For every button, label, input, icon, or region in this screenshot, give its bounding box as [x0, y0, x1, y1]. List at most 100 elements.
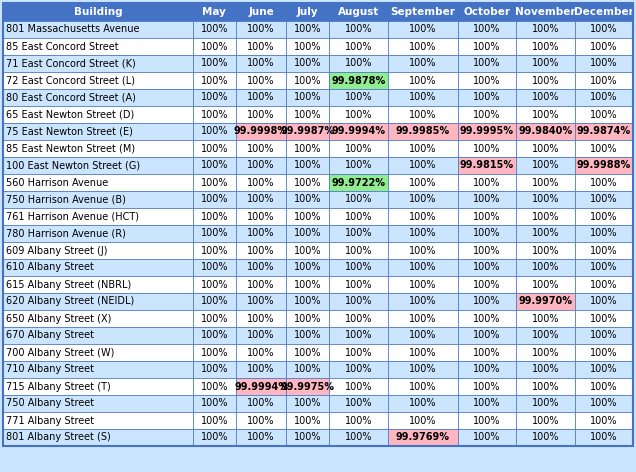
- Bar: [458, 72, 516, 89]
- Bar: [516, 412, 574, 429]
- Text: 100%: 100%: [294, 160, 322, 170]
- Bar: [286, 3, 329, 21]
- Bar: [458, 38, 516, 55]
- Bar: [329, 157, 387, 174]
- Bar: [387, 21, 458, 38]
- Text: 99.9769%: 99.9769%: [396, 432, 450, 443]
- Bar: [236, 395, 286, 412]
- Text: 100%: 100%: [200, 347, 228, 357]
- Bar: [387, 208, 458, 225]
- Text: 100%: 100%: [345, 143, 372, 153]
- Text: 100%: 100%: [532, 432, 559, 443]
- Bar: [387, 3, 458, 21]
- Bar: [236, 38, 286, 55]
- Bar: [329, 174, 387, 191]
- Text: 99.9975%: 99.9975%: [280, 381, 335, 391]
- Bar: [329, 378, 387, 395]
- Text: 100%: 100%: [590, 364, 618, 374]
- Bar: [387, 191, 458, 208]
- Text: 609 Albany Street (J): 609 Albany Street (J): [6, 245, 107, 255]
- Bar: [516, 3, 574, 21]
- Text: 100%: 100%: [247, 143, 275, 153]
- Bar: [574, 208, 633, 225]
- Bar: [286, 361, 329, 378]
- Bar: [286, 276, 329, 293]
- Bar: [516, 327, 574, 344]
- Text: 771 Albany Street: 771 Albany Street: [6, 415, 94, 425]
- Text: 75 East Newton Street (E): 75 East Newton Street (E): [6, 126, 133, 136]
- Text: 100%: 100%: [590, 76, 618, 85]
- Text: 100%: 100%: [247, 42, 275, 51]
- Bar: [286, 38, 329, 55]
- Text: 100%: 100%: [409, 245, 436, 255]
- Bar: [458, 191, 516, 208]
- Bar: [236, 344, 286, 361]
- Text: 99.9994%: 99.9994%: [234, 381, 288, 391]
- Bar: [286, 242, 329, 259]
- Text: 100%: 100%: [590, 262, 618, 272]
- Bar: [387, 140, 458, 157]
- Bar: [3, 395, 193, 412]
- Bar: [236, 310, 286, 327]
- Text: 100%: 100%: [532, 160, 559, 170]
- Bar: [329, 276, 387, 293]
- Bar: [574, 174, 633, 191]
- Bar: [387, 378, 458, 395]
- Text: 99.9815%: 99.9815%: [460, 160, 514, 170]
- Bar: [516, 123, 574, 140]
- Bar: [236, 276, 286, 293]
- Text: 100%: 100%: [532, 110, 559, 119]
- Bar: [3, 225, 193, 242]
- Text: 100%: 100%: [294, 228, 322, 238]
- Bar: [574, 157, 633, 174]
- Text: 99.9994%: 99.9994%: [331, 126, 385, 136]
- Text: 100%: 100%: [532, 398, 559, 408]
- Bar: [458, 174, 516, 191]
- Text: 560 Harrison Avenue: 560 Harrison Avenue: [6, 177, 108, 187]
- Bar: [574, 191, 633, 208]
- Bar: [574, 395, 633, 412]
- Text: 100%: 100%: [409, 330, 436, 340]
- Bar: [574, 242, 633, 259]
- Bar: [458, 276, 516, 293]
- Text: 100%: 100%: [345, 211, 372, 221]
- Text: 100%: 100%: [473, 93, 501, 102]
- Bar: [329, 327, 387, 344]
- Text: 100%: 100%: [294, 262, 322, 272]
- Text: 100%: 100%: [590, 279, 618, 289]
- Bar: [3, 327, 193, 344]
- Text: 100%: 100%: [473, 194, 501, 204]
- Bar: [286, 344, 329, 361]
- Bar: [236, 225, 286, 242]
- Text: 100%: 100%: [200, 245, 228, 255]
- Text: 100%: 100%: [590, 25, 618, 34]
- Text: 100%: 100%: [409, 398, 436, 408]
- Text: 700 Albany Street (W): 700 Albany Street (W): [6, 347, 114, 357]
- Text: 100%: 100%: [590, 313, 618, 323]
- Bar: [387, 344, 458, 361]
- Text: 100%: 100%: [294, 347, 322, 357]
- Text: 100%: 100%: [473, 364, 501, 374]
- Text: 100%: 100%: [473, 432, 501, 443]
- Text: 100%: 100%: [294, 93, 322, 102]
- Text: 85 East Concord Street: 85 East Concord Street: [6, 42, 118, 51]
- Text: 100%: 100%: [532, 93, 559, 102]
- Text: 100%: 100%: [473, 211, 501, 221]
- Text: 99.9987%: 99.9987%: [280, 126, 335, 136]
- Bar: [387, 429, 458, 446]
- Text: 99.9985%: 99.9985%: [396, 126, 450, 136]
- Text: 100%: 100%: [200, 398, 228, 408]
- Bar: [329, 208, 387, 225]
- Bar: [3, 310, 193, 327]
- Bar: [3, 361, 193, 378]
- Bar: [286, 140, 329, 157]
- Bar: [3, 276, 193, 293]
- Text: 100%: 100%: [409, 177, 436, 187]
- Bar: [193, 344, 236, 361]
- Bar: [3, 21, 193, 38]
- Text: 100%: 100%: [200, 143, 228, 153]
- Text: 100%: 100%: [294, 59, 322, 68]
- Text: 100%: 100%: [409, 93, 436, 102]
- Text: 100%: 100%: [409, 59, 436, 68]
- Bar: [236, 412, 286, 429]
